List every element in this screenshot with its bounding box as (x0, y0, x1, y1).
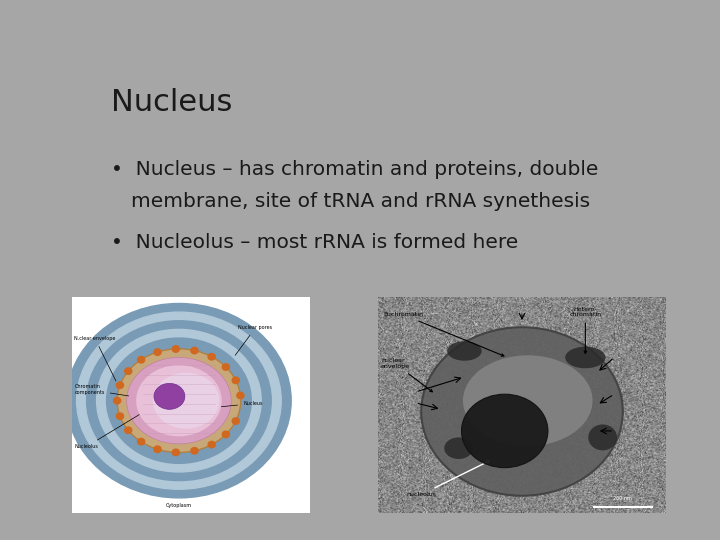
Circle shape (222, 364, 230, 370)
Text: 200 nm: 200 nm (613, 496, 632, 501)
Ellipse shape (565, 347, 606, 368)
Text: Euchromatin: Euchromatin (384, 313, 504, 356)
Circle shape (237, 392, 244, 399)
Circle shape (154, 349, 161, 355)
Circle shape (172, 346, 179, 352)
Circle shape (208, 441, 215, 448)
Circle shape (208, 354, 215, 360)
Ellipse shape (463, 355, 593, 446)
Text: Cytoplasm: Cytoplasm (166, 503, 192, 508)
Ellipse shape (444, 437, 473, 459)
Ellipse shape (117, 349, 240, 453)
Ellipse shape (67, 303, 291, 498)
Circle shape (222, 431, 230, 437)
Circle shape (138, 356, 145, 363)
Ellipse shape (136, 365, 222, 436)
Ellipse shape (462, 394, 548, 468)
Circle shape (138, 438, 145, 445)
Text: membrane, site of tRNA and rRNA synethesis: membrane, site of tRNA and rRNA synethes… (131, 192, 590, 211)
Text: nucleolus: nucleolus (407, 461, 490, 497)
Circle shape (117, 382, 124, 388)
Ellipse shape (153, 373, 220, 429)
Ellipse shape (96, 329, 261, 472)
Text: N.clear envelope: N.clear envelope (74, 336, 116, 381)
Circle shape (191, 448, 198, 454)
Text: Nucleolus: Nucleolus (74, 407, 153, 449)
Circle shape (232, 418, 239, 424)
Circle shape (232, 377, 239, 383)
Ellipse shape (86, 321, 271, 481)
Circle shape (125, 368, 132, 374)
Text: Nucleus: Nucleus (111, 87, 233, 117)
Circle shape (114, 397, 121, 404)
Circle shape (117, 413, 124, 420)
Ellipse shape (588, 424, 617, 450)
Ellipse shape (154, 383, 185, 409)
Text: •  Nucleus – has chromatin and proteins, double: • Nucleus – has chromatin and proteins, … (111, 160, 598, 179)
Text: Nucleus: Nucleus (220, 401, 263, 407)
Ellipse shape (76, 312, 282, 489)
Ellipse shape (421, 327, 623, 496)
Ellipse shape (127, 357, 231, 444)
Circle shape (191, 347, 198, 354)
Text: Chromatin
components: Chromatin components (74, 384, 129, 396)
Ellipse shape (107, 338, 251, 463)
Circle shape (125, 427, 132, 434)
Circle shape (154, 446, 161, 453)
Text: Nuclear pores: Nuclear pores (235, 326, 272, 355)
Text: nuclear
envelope: nuclear envelope (381, 359, 433, 392)
Circle shape (172, 449, 179, 456)
Text: •  Nucleolus – most rRNA is formed here: • Nucleolus – most rRNA is formed here (111, 233, 518, 252)
Ellipse shape (447, 341, 482, 361)
Text: Hetero-
chromatin: Hetero- chromatin (570, 307, 601, 354)
